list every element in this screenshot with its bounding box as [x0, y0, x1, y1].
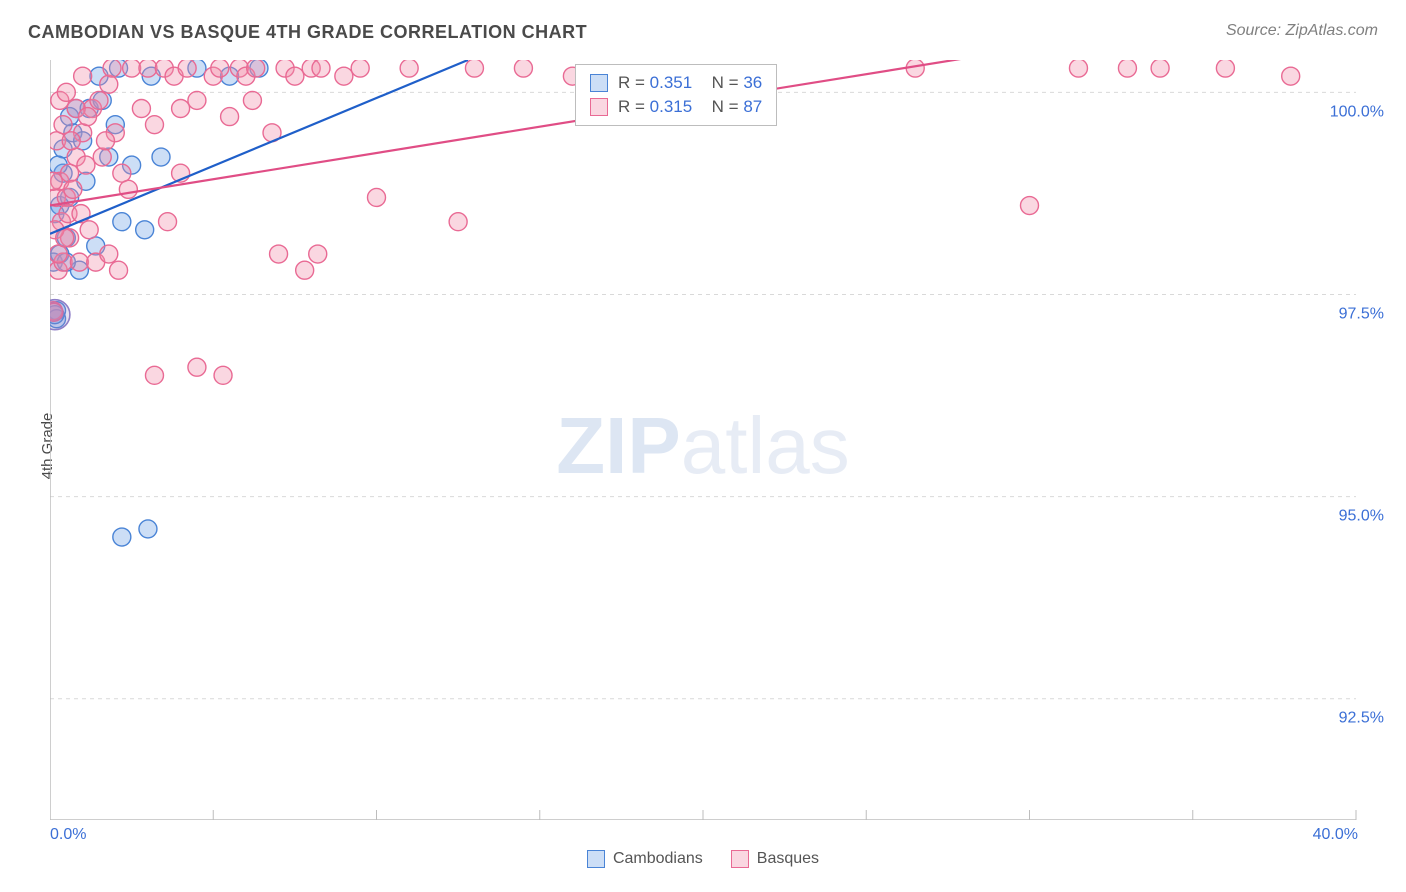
data-point	[80, 221, 98, 239]
stats-row: R = 0.351 N = 36	[590, 71, 762, 95]
y-tick-label: 95.0%	[1339, 508, 1384, 525]
legend-item: Basques	[731, 850, 819, 868]
data-point	[79, 108, 97, 126]
data-point	[172, 100, 190, 118]
legend-swatch	[587, 850, 605, 868]
data-point	[145, 366, 163, 384]
data-point	[906, 60, 924, 77]
data-point	[61, 164, 79, 182]
data-point	[145, 116, 163, 134]
stats-box: R = 0.351 N = 36R = 0.315 N = 87	[575, 64, 777, 126]
legend-label: Basques	[757, 850, 819, 867]
data-point	[139, 60, 157, 77]
stats-row: R = 0.315 N = 87	[590, 95, 762, 119]
data-point	[123, 60, 141, 77]
data-point	[351, 60, 369, 77]
y-tick-label: 97.5%	[1339, 305, 1384, 322]
data-point	[93, 148, 111, 166]
data-point	[132, 100, 150, 118]
data-point	[54, 116, 72, 134]
y-tick-label: 92.5%	[1339, 710, 1384, 727]
data-point	[1151, 60, 1169, 77]
data-point	[178, 60, 196, 77]
data-point	[368, 188, 386, 206]
stats-r: R = 0.315	[618, 97, 692, 117]
data-point	[113, 213, 131, 231]
data-point	[286, 67, 304, 85]
chart-title: CAMBODIAN VS BASQUE 4TH GRADE CORRELATIO…	[28, 22, 587, 43]
data-point	[270, 245, 288, 263]
data-point	[113, 528, 131, 546]
data-point	[50, 245, 67, 263]
legend-label: Cambodians	[613, 850, 703, 867]
data-point	[1069, 60, 1087, 77]
data-point	[1216, 60, 1234, 77]
stats-swatch	[590, 74, 608, 92]
legend-item: Cambodians	[587, 850, 703, 868]
data-point	[56, 229, 74, 247]
legend-swatch	[731, 850, 749, 868]
data-point	[400, 60, 418, 77]
data-point	[335, 67, 353, 85]
data-point	[100, 245, 118, 263]
legend: Cambodians Basques	[0, 826, 1406, 892]
data-point	[211, 60, 229, 77]
data-point	[152, 148, 170, 166]
data-point	[57, 83, 75, 101]
data-point	[214, 366, 232, 384]
data-point	[110, 261, 128, 279]
data-point	[139, 520, 157, 538]
data-point	[1021, 197, 1039, 215]
stats-n: N = 87	[702, 97, 762, 117]
source-label: Source: ZipAtlas.com	[1226, 22, 1378, 40]
data-point	[188, 358, 206, 376]
y-tick-label: 100.0%	[1330, 103, 1384, 120]
data-point	[1118, 60, 1136, 77]
data-point	[221, 108, 239, 126]
data-point	[136, 221, 154, 239]
scatter-svg: 92.5% 95.0% 97.5% 100.0%	[50, 60, 1386, 820]
data-point	[64, 180, 82, 198]
data-point	[119, 180, 137, 198]
data-point	[296, 261, 314, 279]
data-point	[1282, 67, 1300, 85]
data-point	[243, 91, 261, 109]
data-point	[159, 213, 177, 231]
data-point-large	[50, 300, 70, 330]
data-point	[465, 60, 483, 77]
data-point	[77, 156, 95, 174]
data-point	[309, 245, 327, 263]
data-point	[70, 253, 88, 271]
plot-area: 92.5% 95.0% 97.5% 100.0%	[50, 60, 1386, 820]
chart-container: CAMBODIAN VS BASQUE 4TH GRADE CORRELATIO…	[0, 0, 1406, 892]
stats-r: R = 0.351	[618, 73, 692, 93]
data-point	[97, 132, 115, 150]
data-point	[514, 60, 532, 77]
data-point	[50, 172, 62, 190]
stats-swatch	[590, 98, 608, 116]
data-point	[100, 75, 118, 93]
data-point	[188, 91, 206, 109]
data-point	[312, 60, 330, 77]
data-point	[62, 132, 80, 150]
data-point	[90, 91, 108, 109]
data-point	[74, 67, 92, 85]
data-point	[449, 213, 467, 231]
data-point	[103, 60, 121, 77]
data-point	[247, 60, 265, 77]
stats-n: N = 36	[702, 73, 762, 93]
data-point	[113, 164, 131, 182]
